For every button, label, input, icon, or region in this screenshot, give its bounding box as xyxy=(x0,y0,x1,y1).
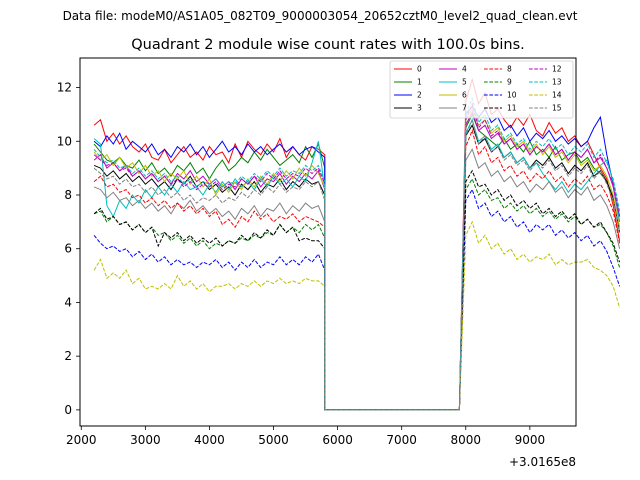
legend-label-2: 2 xyxy=(417,91,422,100)
x-axis-ticks: 2000 3000 4000 5000 6000 7000 8000 9000 xyxy=(66,426,545,447)
chart-title: Quadrant 2 module wise count rates with … xyxy=(131,37,525,53)
x-tick-label: 6000 xyxy=(322,433,353,447)
legend-label-5: 5 xyxy=(462,78,467,87)
series-line-14 xyxy=(93,220,621,411)
series-line-13 xyxy=(93,96,621,411)
y-tick-label: 6 xyxy=(64,242,72,256)
legend-label-9: 9 xyxy=(507,78,512,87)
y-tick-label: 4 xyxy=(64,295,72,309)
legend-label-8: 8 xyxy=(507,65,512,74)
legend-label-3: 3 xyxy=(417,104,422,113)
x-tick-label: 2000 xyxy=(66,433,97,447)
legend-label-1: 1 xyxy=(417,78,422,87)
x-tick-label: 5000 xyxy=(258,433,289,447)
legend-label-6: 6 xyxy=(462,91,467,100)
series-line-10 xyxy=(93,188,621,411)
legend-label-10: 10 xyxy=(507,91,517,100)
x-axis-offset-label: +3.0165e8 xyxy=(509,455,576,469)
series-line-9 xyxy=(93,177,621,411)
series-line-15 xyxy=(93,118,621,411)
series-layer xyxy=(93,77,621,411)
legend-frame xyxy=(389,60,574,119)
x-tick-label: 8000 xyxy=(451,433,482,447)
legend-label-11: 11 xyxy=(507,104,517,113)
legend-label-14: 14 xyxy=(552,91,562,100)
y-tick-label: 2 xyxy=(64,349,72,363)
legend-label-13: 13 xyxy=(552,78,562,87)
legend-label-0: 0 xyxy=(417,65,422,74)
y-tick-label: 8 xyxy=(64,188,72,202)
legend-label-4: 4 xyxy=(462,65,467,74)
y-axis-ticks: 0 2 4 6 8 10 12 xyxy=(57,81,80,417)
legend-label-7: 7 xyxy=(462,104,467,113)
x-tick-label: 3000 xyxy=(130,433,161,447)
plot-frame xyxy=(79,57,577,427)
legend-label-15: 15 xyxy=(552,104,562,113)
figure-suptitle: Data file: modeM0/AS1A05_082T09_90000030… xyxy=(63,9,578,23)
y-tick-label: 12 xyxy=(57,81,72,95)
y-tick-label: 0 xyxy=(64,403,72,417)
y-tick-label: 10 xyxy=(57,134,72,148)
x-tick-label: 9000 xyxy=(515,433,546,447)
x-tick-label: 7000 xyxy=(386,433,417,447)
legend-label-12: 12 xyxy=(552,65,562,74)
x-tick-label: 4000 xyxy=(194,433,225,447)
